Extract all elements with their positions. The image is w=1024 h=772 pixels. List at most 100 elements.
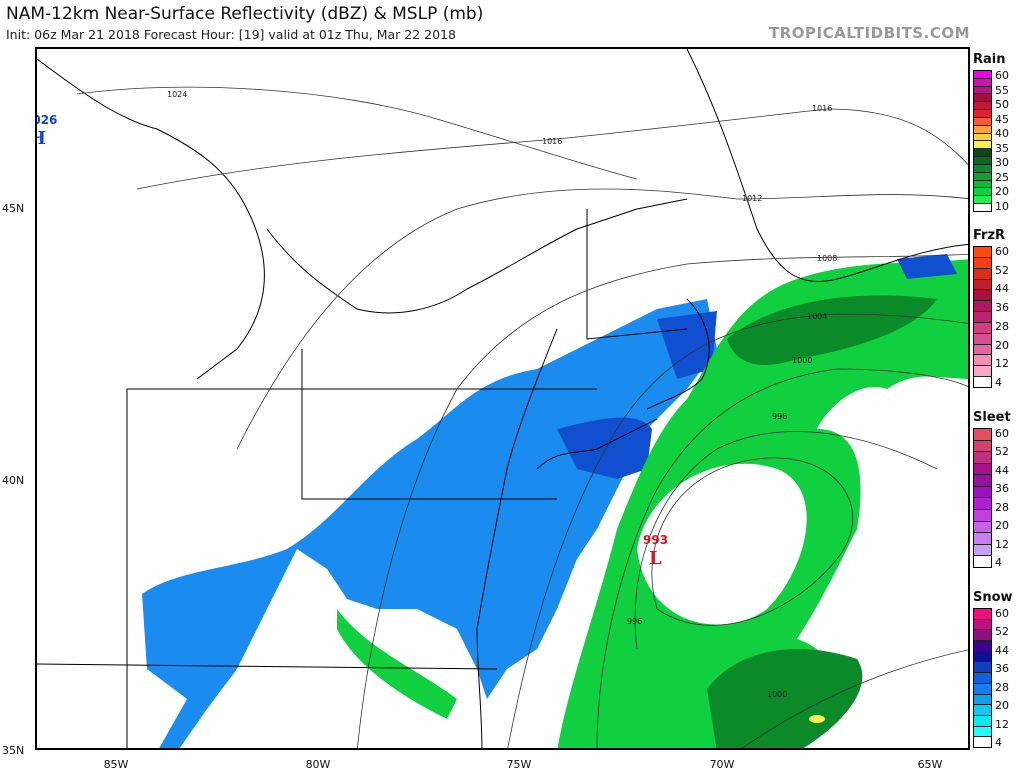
- scale-label: 60: [995, 245, 1009, 258]
- color-swatch: [974, 475, 991, 487]
- scale-label: 4: [995, 375, 1002, 389]
- scale-label: 44: [995, 282, 1009, 296]
- color-swatch: [974, 102, 991, 111]
- scale-labels: 60 52 44 36 28 20 12 4: [995, 608, 1009, 748]
- scale-label: 4: [995, 555, 1002, 569]
- color-scale: [973, 608, 992, 748]
- color-swatch: [974, 544, 991, 557]
- high-pressure-letter: H: [37, 128, 46, 149]
- high-pressure-value: 1026: [37, 113, 57, 127]
- scale-label: 44: [995, 463, 1009, 477]
- color-swatch: [974, 630, 991, 642]
- brand-watermark: TROPICALTIDBITS.COM: [769, 24, 970, 42]
- map-canvas: 1024 1016 1016 1012 1008 1004 1000 996 9…: [37, 49, 968, 748]
- isobar-label: 1004: [807, 312, 827, 321]
- boundaries: [37, 49, 968, 748]
- color-swatch: [974, 333, 991, 345]
- color-swatch: [974, 673, 991, 684]
- scale-label: 45: [995, 112, 1009, 126]
- isobar-label: 1016: [812, 104, 832, 113]
- color-swatch: [974, 94, 991, 103]
- scale-label: 50: [995, 98, 1009, 112]
- low-pressure-letter: L: [649, 548, 662, 569]
- color-swatch: [974, 149, 991, 158]
- scale-label: 35: [995, 141, 1009, 155]
- scale-label: 12: [995, 537, 1009, 551]
- color-swatch: [974, 188, 991, 197]
- isobar-label: 1000: [767, 690, 787, 699]
- color-scale: [973, 70, 992, 212]
- color-scale: [973, 428, 992, 568]
- color-swatch: [974, 533, 991, 545]
- color-swatch: [974, 619, 991, 631]
- color-swatch: [974, 726, 991, 738]
- color-swatch: [974, 279, 991, 291]
- color-swatch: [974, 180, 991, 189]
- isobar-label: 1008: [817, 254, 837, 263]
- color-scale: [973, 246, 992, 388]
- rain-area: [337, 254, 968, 748]
- scale-label: 28: [995, 680, 1009, 694]
- legend-title: Snow: [973, 590, 1013, 605]
- color-swatch: [974, 498, 991, 511]
- scale-label: 28: [995, 319, 1009, 333]
- high-pressure-center: 1026 H: [37, 113, 57, 149]
- color-swatch: [974, 510, 991, 522]
- color-swatch: [974, 463, 991, 476]
- color-swatch: [974, 662, 991, 674]
- scale-label: 52: [995, 263, 1009, 277]
- color-swatch: [974, 312, 991, 323]
- color-swatch: [974, 71, 991, 79]
- color-swatch: [974, 204, 991, 211]
- color-swatch: [974, 125, 991, 134]
- color-swatch: [974, 694, 991, 706]
- color-swatch: [974, 344, 991, 356]
- scale-label: 36: [995, 662, 1009, 676]
- isobar-label: 1012: [742, 194, 762, 203]
- scale-label: 40: [995, 127, 1009, 141]
- legend-rain: Rain 60 55 50 45 40 35 30 25 20 10: [973, 52, 1023, 212]
- color-swatch: [974, 157, 991, 165]
- color-swatch: [974, 290, 991, 302]
- isobar-label: 1024: [167, 90, 187, 99]
- map-panel: 1024 1016 1016 1012 1008 1004 1000 996 9…: [35, 47, 970, 750]
- map-title: NAM-12km Near-Surface Reflectivity (dBZ)…: [6, 4, 484, 24]
- isobar-label: 1016: [542, 137, 562, 146]
- color-swatch: [974, 641, 991, 652]
- color-swatch: [974, 715, 991, 727]
- lon-tick: 75W: [506, 758, 532, 771]
- scale-label: 52: [995, 625, 1009, 639]
- lon-tick: 80W: [305, 758, 331, 771]
- color-swatch: [974, 683, 991, 695]
- legend-title: FrzR: [973, 228, 1006, 243]
- isobar-label: 996: [772, 412, 787, 421]
- color-swatch: [974, 86, 991, 95]
- color-swatch: [974, 366, 991, 378]
- scale-label: 60: [995, 607, 1009, 620]
- color-swatch: [974, 141, 991, 150]
- color-swatch: [974, 117, 991, 126]
- color-swatch: [974, 486, 991, 499]
- color-swatch: [974, 556, 991, 567]
- color-swatch: [974, 322, 991, 334]
- color-swatch: [974, 737, 991, 747]
- scale-label: 36: [995, 301, 1009, 315]
- color-swatch: [974, 110, 991, 118]
- scale-labels: 60 52 44 36 28 20 12 4: [995, 428, 1009, 568]
- legend-sleet: Sleet 60 52 44 36 28 20 12 4: [973, 410, 1023, 568]
- scale-label: 60: [995, 427, 1009, 440]
- color-swatch: [974, 521, 991, 534]
- low-pressure-center: 993 L: [643, 533, 668, 569]
- scale-label: 10: [995, 199, 1009, 213]
- color-swatch: [974, 257, 991, 269]
- legend-title: Rain: [973, 52, 1006, 67]
- isobars: [76, 86, 968, 748]
- scale-label: 25: [995, 170, 1009, 184]
- color-swatch: [974, 78, 991, 87]
- scale-label: 20: [995, 338, 1009, 352]
- scale-label: 20: [995, 519, 1009, 533]
- scale-label: 44: [995, 643, 1009, 657]
- scale-labels: 60 55 50 45 40 35 30 25 20 10: [995, 70, 1009, 212]
- color-swatch: [974, 452, 991, 464]
